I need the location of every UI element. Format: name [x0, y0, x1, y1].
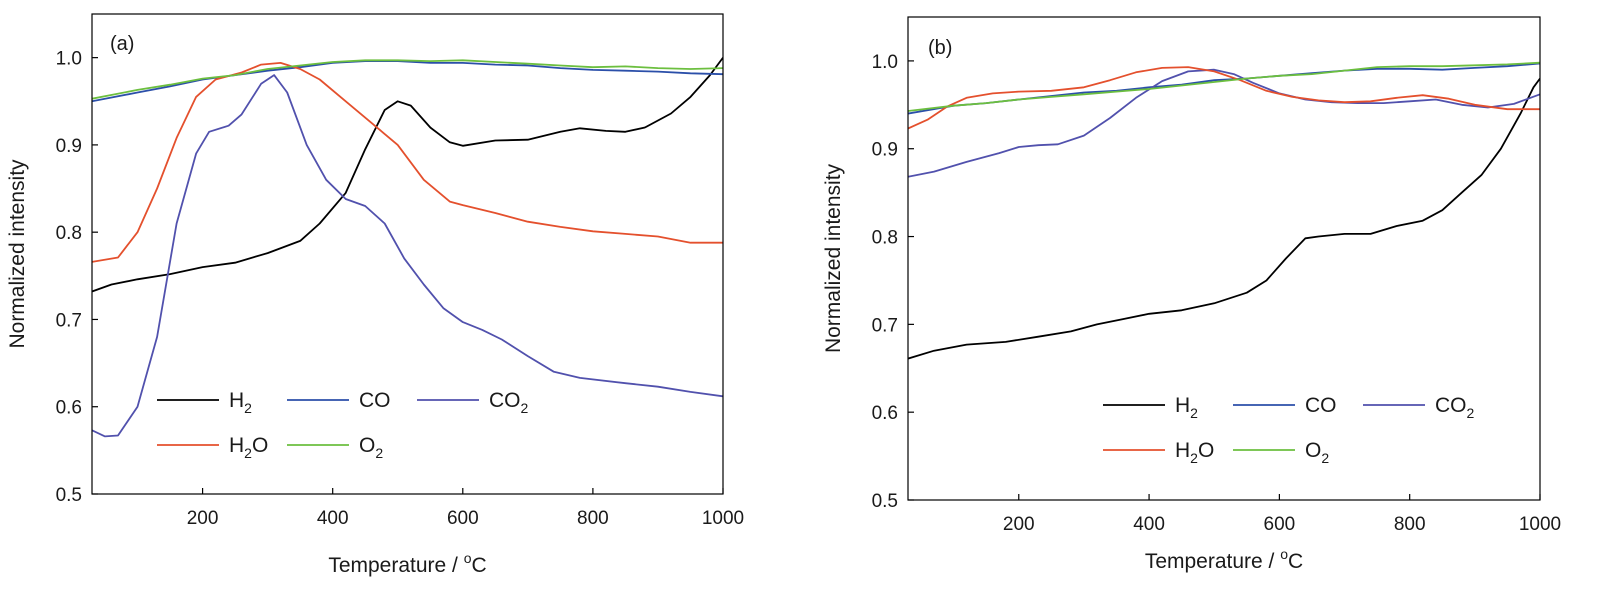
x-axis-title: Temperature / oC [328, 550, 486, 577]
plot-frame [907, 16, 1541, 501]
series-group [908, 61, 1540, 360]
series-line-h2 [908, 77, 1540, 360]
legend-label-h2: H2 [1175, 394, 1198, 421]
series-line-co2 [908, 68, 1540, 178]
y-tick-label: 0.7 [872, 315, 898, 336]
y-tick-label: 0.7 [56, 310, 82, 331]
legend-label-co2: CO2 [1435, 394, 1475, 421]
y-tick-label: 0.9 [872, 140, 898, 161]
y-tick-label: 0.6 [872, 403, 898, 424]
x-tick-label: 200 [187, 508, 219, 529]
y-tick-label: 0.5 [56, 485, 82, 506]
series-line-o2 [908, 61, 1540, 112]
panel-label: (a) [110, 33, 134, 55]
y-axis-title: Normalized intensity [822, 163, 845, 353]
x-axis-title: Temperature / oC [1145, 546, 1303, 573]
chart-panel-b: 200 400 600 800 1000 0.5 0.6 0.7 0.8 0.9 1.0 Temper… [822, 16, 1561, 573]
x-tick-label: 600 [447, 508, 479, 529]
x-tick-label: 400 [1133, 514, 1165, 535]
legend: H2 CO CO2 H2O O2 [1103, 394, 1475, 466]
x-tick-label: 600 [1264, 514, 1296, 535]
y-tick-label: 0.6 [56, 398, 82, 419]
legend: H2 CO CO2 H2O O2 [157, 389, 529, 461]
legend-label-h2o: H2O [1175, 439, 1214, 466]
legend-label-h2: H2 [229, 389, 252, 416]
x-tick-label: 800 [1394, 514, 1426, 535]
panel-label: (b) [928, 37, 952, 59]
series-group [92, 57, 723, 438]
x-tick-label: 200 [1003, 514, 1035, 535]
y-tick-label: 0.5 [872, 491, 898, 512]
series-line-h2o [908, 66, 1540, 130]
legend-label-co: CO [359, 389, 391, 412]
x-tick-label: 400 [317, 508, 349, 529]
y-tick-label: 0.8 [872, 228, 898, 249]
chart-panel-a: 200 400 600 800 1000 0.5 0.6 0.7 0.8 0.9 1.0 Temper… [6, 13, 744, 577]
y-tick-label: 0.9 [56, 136, 82, 157]
y-axis-title: Normalized intensity [6, 159, 29, 349]
series-line-h2 [92, 57, 723, 293]
legend-label-o2: O2 [1305, 439, 1329, 466]
y-tick-label: 0.8 [56, 223, 82, 244]
series-line-o2 [92, 59, 723, 100]
x-tick-label: 1000 [1519, 514, 1561, 535]
plot-frame [91, 13, 724, 495]
legend-label-o2: O2 [359, 434, 383, 461]
x-tick-label: 1000 [702, 508, 744, 529]
series-line-h2o [92, 62, 723, 263]
legend-label-co2: CO2 [489, 389, 529, 416]
series-line-co2 [92, 74, 723, 438]
legend-label-co: CO [1305, 394, 1337, 417]
x-tick-label: 800 [577, 508, 609, 529]
y-tick-label: 1.0 [56, 49, 82, 70]
legend-label-h2o: H2O [229, 434, 268, 461]
y-tick-label: 1.0 [872, 52, 898, 73]
